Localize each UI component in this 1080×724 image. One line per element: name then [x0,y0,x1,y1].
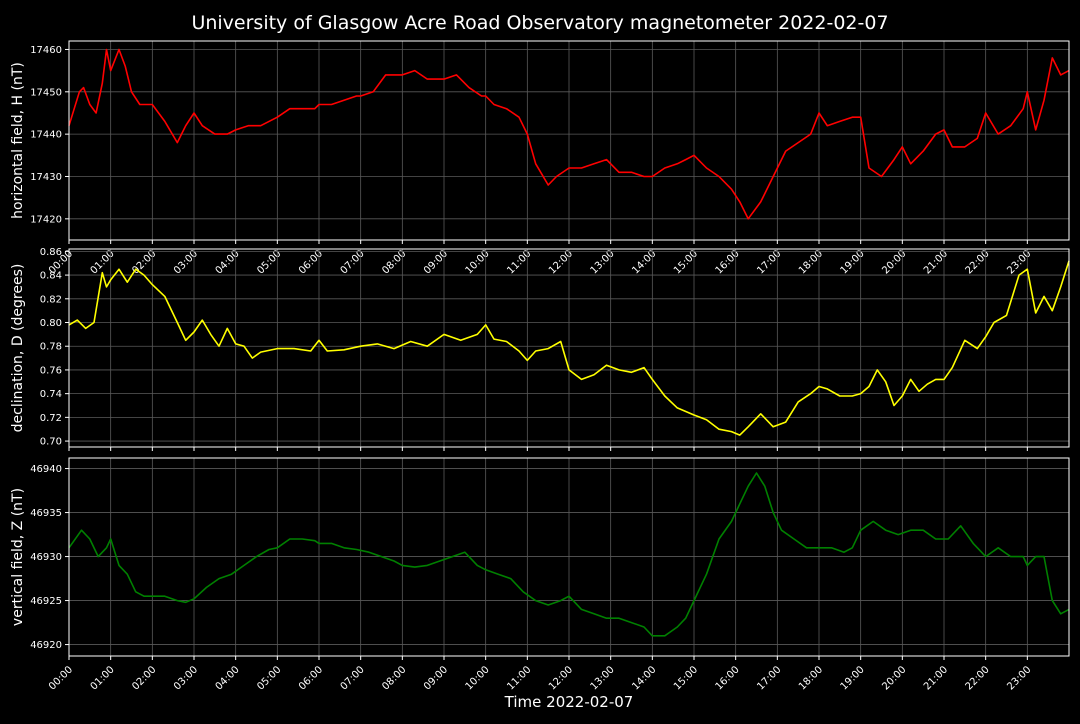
series-line-declination [68,260,1070,436]
axes-frame [68,40,1070,241]
axes-frame [68,457,1070,657]
y-axis-label-vertical: vertical field, Z (nT) [10,488,26,626]
y-axis-label-horizontal: horizontal field, H (nT) [10,62,26,219]
y-tick-label: 46930 [30,552,62,563]
y-tick-label: 0.86 [40,247,62,258]
y-tick-label: 0.72 [40,413,62,424]
axes-frame [68,248,1070,448]
y-tick-label: 17430 [30,172,62,183]
y-tick-label: 0.82 [40,294,62,305]
x-axis-label: Time 2022-02-07 [504,693,634,711]
y-tick-label: 0.78 [40,342,62,353]
y-axis-label-declination: declination, D (degrees) [10,264,26,433]
y-tick-label: 46920 [30,640,62,651]
figure-title: University of Glasgow Acre Road Observat… [191,12,888,34]
y-tick-label: 46925 [30,596,62,607]
panel-declination: 0.70 0.72 0.74 0.76 0.78 0.80 0.82 0.84 0.86 decl… [10,247,1070,451]
y-tick-label: 0.84 [40,271,62,282]
y-tick-label: 0.74 [40,389,62,400]
series-line-vertical [68,472,1070,637]
series-line-horizontal [68,48,1070,220]
y-tick-label: 17420 [30,214,62,225]
y-tick-label: 17460 [30,45,62,56]
y-tick-label: 0.80 [40,318,62,329]
y-tick-label: 0.70 [40,437,62,448]
y-tick-label: 17440 [30,130,62,141]
y-tick-label: 46940 [30,464,62,475]
y-tick-label: 46935 [30,508,62,519]
y-tick-label: 17450 [30,87,62,98]
y-tick-label: 0.76 [40,365,62,376]
